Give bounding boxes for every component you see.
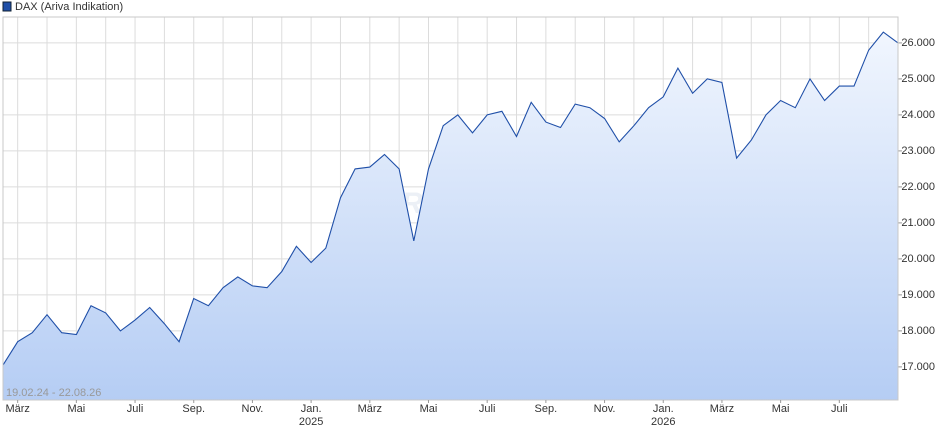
x-tick-label: Mai <box>67 403 86 415</box>
y-tick-label: 25.000 <box>901 73 935 85</box>
legend-label: DAX (Ariva Indikation) <box>15 1 123 13</box>
x-tick-label: März <box>357 403 383 415</box>
x-tick-label: Juli <box>126 403 144 415</box>
x-tick-label: Mai <box>419 403 438 415</box>
x-tick-label: März <box>5 403 30 415</box>
area <box>3 32 898 400</box>
x-tick-label: Juli <box>831 403 848 415</box>
x-tick-label: Jan. 2026 <box>650 403 676 428</box>
y-tick-label: 21.000 <box>901 217 935 229</box>
y-tick-label: 18.000 <box>901 325 935 337</box>
y-tick-label: 26.000 <box>901 37 935 49</box>
date-range: 19.02.24 - 22.08.26 <box>6 387 101 399</box>
y-tick-label: 23.000 <box>901 145 935 157</box>
x-tick-label: Nov. <box>241 403 264 415</box>
line <box>2 31 899 366</box>
y-tick-label: 17.000 <box>901 361 935 373</box>
y-tick-label: 19.000 <box>901 289 935 301</box>
y-tick-label: 20.000 <box>901 253 935 265</box>
plot-border <box>2 16 899 401</box>
x-tick-label: Jan. 2025 <box>298 403 324 428</box>
x-tick-label: Nov. <box>593 403 616 415</box>
legend-swatch <box>2 1 12 12</box>
x-tick-label: Mai <box>771 403 790 415</box>
x-tick-label: Sep. <box>182 403 206 415</box>
y-tick-label: 22.000 <box>901 181 935 193</box>
x-tick-label: Juli <box>478 403 496 415</box>
x-tick-label: Sep. <box>534 403 558 415</box>
x-tick-label: März <box>709 403 735 415</box>
y-tick-label: 24.000 <box>901 109 935 121</box>
